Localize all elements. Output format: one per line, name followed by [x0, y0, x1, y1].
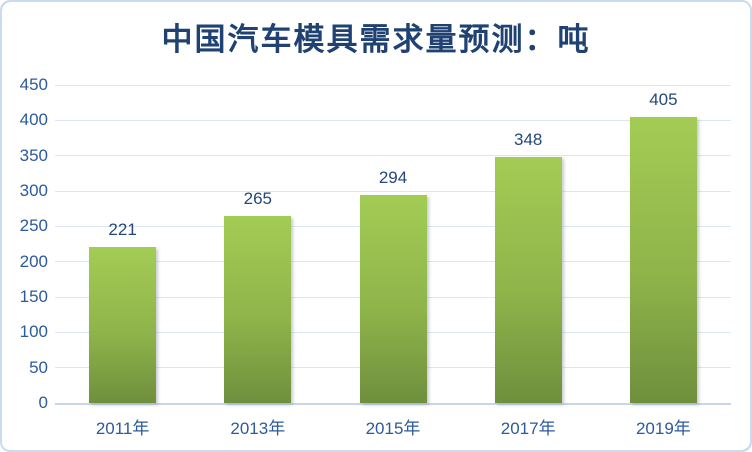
- x-axis-tick-label: 2019年: [635, 419, 691, 438]
- y-axis-tick-label: 350: [19, 145, 48, 165]
- gridline: [55, 155, 731, 157]
- y-axis-tick-label: 50: [29, 357, 48, 377]
- x-axis-tick-label: 2013年: [230, 419, 286, 438]
- bar: [629, 116, 697, 403]
- plot-area: 221 265 294 348 405: [55, 84, 731, 405]
- bar-value-label: 294: [378, 168, 408, 188]
- bar-value-label: 221: [108, 219, 137, 239]
- bar-value-label: 405: [649, 89, 678, 109]
- gridline: [55, 190, 731, 192]
- y-axis-tick-label: 300: [19, 181, 48, 200]
- bar-value-label: 348: [514, 130, 543, 150]
- y-axis-tick-label: 400: [19, 110, 48, 130]
- y-axis-tick-label: 200: [19, 251, 48, 271]
- frame-corner-accent: [736, 436, 750, 450]
- x-axis-tick-label: 2015年: [365, 419, 421, 438]
- bar: [89, 246, 157, 403]
- bar: [494, 157, 562, 403]
- gridline: [55, 119, 731, 121]
- gridline: [55, 84, 731, 86]
- y-axis-tick-label: 100: [19, 322, 48, 342]
- x-axis-tick-label: 2017年: [500, 419, 556, 438]
- bar: [359, 195, 427, 403]
- y-axis-tick-label: 250: [19, 216, 48, 236]
- y-axis-tick-label: 0: [38, 393, 48, 412]
- chart-title: 中国汽车模具需求量预测：吨: [161, 22, 591, 57]
- bar: [224, 215, 292, 403]
- y-axis-tick-label: 450: [19, 75, 48, 94]
- bar-value-label: 265: [243, 188, 272, 208]
- y-axis-tick-label: 150: [19, 287, 48, 306]
- x-axis-tick-label: 2011年: [95, 419, 150, 438]
